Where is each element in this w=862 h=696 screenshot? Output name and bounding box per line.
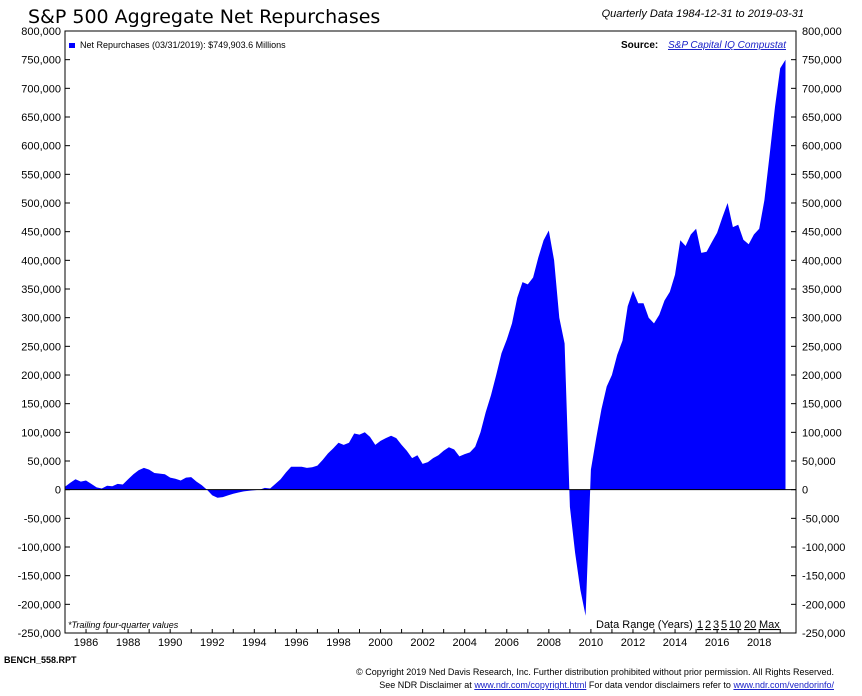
legend-swatch xyxy=(69,43,75,48)
plot-area xyxy=(65,59,786,616)
plot-frame xyxy=(64,30,797,634)
copyright-text: © Copyright 2019 Ned Davis Research, Inc… xyxy=(356,667,834,677)
y-tick-label-left: 0 xyxy=(55,485,61,497)
x-tick-label: 2018 xyxy=(747,637,771,649)
y-tick-label-left: 100,000 xyxy=(21,427,61,439)
report-id: BENCH_558.RPT xyxy=(4,655,77,665)
x-tick-label: 2004 xyxy=(452,637,476,649)
y-tick-label-right: 750,000 xyxy=(802,55,842,67)
source-link[interactable]: S&P Capital IQ Compustat xyxy=(668,40,787,51)
y-tick-label-left: 600,000 xyxy=(21,141,61,153)
x-tick-label: 1988 xyxy=(116,637,140,649)
range-link-5[interactable]: 5 xyxy=(721,619,727,631)
data-range-selector: Data Range (Years) 1 2 3 5 10 20 Max xyxy=(596,619,780,631)
y-tick-label-left: 250,000 xyxy=(21,341,61,353)
x-tick-label: 2016 xyxy=(705,637,729,649)
y-tick-label-right: -50,000 xyxy=(802,513,839,525)
y-tick-label-right: 200,000 xyxy=(802,370,842,382)
y-tick-label-right: -150,000 xyxy=(802,571,845,583)
x-tick-label: 2008 xyxy=(537,637,561,649)
vendor-link[interactable]: www.ndr.com/vendorinfo/ xyxy=(733,680,834,690)
y-tick-label-right: 550,000 xyxy=(802,169,842,181)
y-tick-label-right: 500,000 xyxy=(802,198,842,210)
y-tick-label-right: 50,000 xyxy=(802,456,836,468)
y-tick-label-left: 500,000 xyxy=(21,198,61,210)
range-link-1[interactable]: 1 xyxy=(697,619,703,631)
y-tick-label-left: 800,000 xyxy=(21,26,61,38)
disclaimer-prefix: See NDR Disclaimer at xyxy=(379,680,472,690)
range-link-20[interactable]: 20 xyxy=(744,619,756,631)
x-tick-label: 2002 xyxy=(410,637,434,649)
y-tick-label-right: 0 xyxy=(802,485,808,497)
x-tick-label: 1996 xyxy=(284,637,308,649)
x-tick-label: 1998 xyxy=(326,637,350,649)
y-tick-label-right: 700,000 xyxy=(802,83,842,95)
y-tick-label-left: 150,000 xyxy=(21,399,61,411)
y-tick-label-right: 650,000 xyxy=(802,112,842,124)
copyright-link[interactable]: www.ndr.com/copyright.html xyxy=(474,680,587,690)
y-tick-label-right: 250,000 xyxy=(802,341,842,353)
y-tick-label-right: -200,000 xyxy=(802,599,845,611)
x-tick-label: 2010 xyxy=(579,637,603,649)
x-tick-label: 2012 xyxy=(621,637,645,649)
x-tick-label: 1992 xyxy=(200,637,224,649)
vendor-prefix: For data vendor disclaimers refer to xyxy=(588,680,731,690)
x-tick-label: 1986 xyxy=(74,637,98,649)
y-tick-label-right: -250,000 xyxy=(802,628,845,640)
y-tick-label-left: -150,000 xyxy=(18,571,61,583)
y-tick-label-right: 300,000 xyxy=(802,313,842,325)
series-area-0 xyxy=(65,59,786,616)
range-link-3[interactable]: 3 xyxy=(713,619,719,631)
y-tick-label-left: 350,000 xyxy=(21,284,61,296)
y-tick-label-left: -200,000 xyxy=(18,599,61,611)
disclaimer-line: See NDR Disclaimer at www.ndr.com/copyri… xyxy=(356,679,834,692)
legend: Net Repurchases (03/31/2019): $749,903.6… xyxy=(69,40,286,50)
chart-title: S&P 500 Aggregate Net Repurchases xyxy=(28,6,381,28)
trailing-note: *Trailing four-quarter values xyxy=(68,620,179,630)
y-tick-label-left: 700,000 xyxy=(21,83,61,95)
range-link-10[interactable]: 10 xyxy=(729,619,741,631)
y-tick-label-right: 450,000 xyxy=(802,227,842,239)
x-tick-label: 2000 xyxy=(368,637,392,649)
x-tick-label: 1990 xyxy=(158,637,182,649)
y-tick-label-left: -100,000 xyxy=(18,542,61,554)
data-range-label: Data Range (Years) xyxy=(596,619,693,631)
y-tick-label-left: 200,000 xyxy=(21,370,61,382)
y-tick-label-right: 400,000 xyxy=(802,255,842,267)
y-tick-label-left: -50,000 xyxy=(24,513,61,525)
y-tick-label-left: 300,000 xyxy=(21,313,61,325)
y-tick-label-right: 100,000 xyxy=(802,427,842,439)
source-label: Source: xyxy=(621,40,658,51)
x-tick-label: 2014 xyxy=(663,637,687,649)
y-tick-label-left: 450,000 xyxy=(21,227,61,239)
axes: 800,000 800,000 750,000 750,000 700,000 700,0… xyxy=(18,26,846,649)
y-tick-label-left: 550,000 xyxy=(21,169,61,181)
chart-subtitle: Quarterly Data 1984-12-31 to 2019-03-31 xyxy=(601,8,804,20)
y-tick-label-right: -100,000 xyxy=(802,542,845,554)
y-tick-label-left: 400,000 xyxy=(21,255,61,267)
y-tick-label-right: 150,000 xyxy=(802,399,842,411)
y-tick-label-right: 800,000 xyxy=(802,26,842,38)
y-tick-label-right: 600,000 xyxy=(802,141,842,153)
range-link-max[interactable]: Max xyxy=(759,619,780,631)
x-tick-label: 2006 xyxy=(495,637,519,649)
y-tick-label-left: -250,000 xyxy=(18,628,61,640)
source-attribution: Source: S&P Capital IQ Compustat xyxy=(621,40,787,51)
range-link-2[interactable]: 2 xyxy=(705,619,711,631)
y-tick-label-left: 50,000 xyxy=(27,456,61,468)
y-tick-label-right: 350,000 xyxy=(802,284,842,296)
y-tick-label-left: 750,000 xyxy=(21,55,61,67)
x-tick-label: 1994 xyxy=(242,637,266,649)
legend-label: Net Repurchases (03/31/2019): $749,903.6… xyxy=(80,40,286,50)
y-tick-label-left: 650,000 xyxy=(21,112,61,124)
footer-disclaimer: © Copyright 2019 Ned Davis Research, Inc… xyxy=(356,666,834,692)
